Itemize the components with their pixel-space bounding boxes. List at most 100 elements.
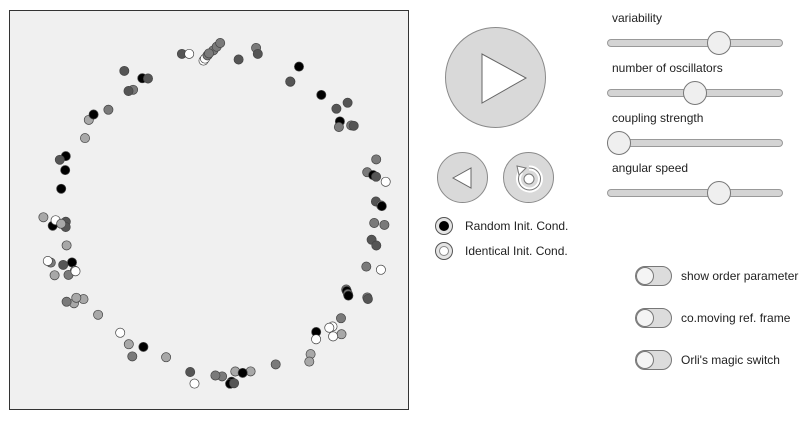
step-back-icon (451, 167, 472, 189)
slider-thumb[interactable] (607, 131, 631, 155)
oscillator-dot (331, 103, 342, 114)
radio-identical-dot (439, 246, 449, 256)
slider-thumb[interactable] (707, 31, 732, 55)
oscillator-dot (210, 370, 221, 381)
oscillator-dot (380, 176, 391, 187)
toggle-magic-switch-label: Orli's magic switch (681, 353, 780, 367)
radio-identical-init[interactable]: Identical Init. Cond. (435, 240, 568, 262)
slider-variability-label: variability (612, 11, 663, 25)
oscillator-dot (42, 256, 53, 266)
oscillator-dot (252, 48, 263, 59)
oscillator-dot (93, 309, 104, 320)
oscillator-dot (336, 313, 346, 324)
play-button[interactable] (445, 27, 546, 128)
oscillator-dot (115, 327, 126, 338)
slider-track (607, 189, 783, 197)
toggle-magic-switch[interactable]: Orli's magic switch (635, 350, 780, 370)
slider-speed-label: angular speed (612, 161, 689, 175)
oscillator-dot (127, 351, 138, 362)
oscillator-dot (138, 341, 149, 352)
oscillator-dot (233, 54, 244, 65)
radio-random-dot (439, 221, 449, 231)
oscillator-dot (229, 378, 240, 389)
oscillator-dot (161, 352, 172, 363)
radio-random-label: Random Init. Cond. (465, 219, 569, 233)
toggle-magic-switch-switch[interactable] (635, 350, 672, 370)
oscillator-dot (143, 73, 153, 84)
slider-track (607, 39, 783, 47)
oscillator-dot (103, 104, 114, 115)
oscillator-dot (123, 339, 134, 350)
oscillator-dot (294, 61, 304, 72)
oscillator-dot (67, 257, 77, 268)
oscillator-dot (348, 120, 359, 131)
oscillator-dot (371, 171, 382, 182)
slider-coupling[interactable] (607, 131, 783, 155)
oscillator-dot (49, 270, 60, 281)
slider-thumb[interactable] (707, 181, 732, 205)
toggle-order-parameter-switch[interactable] (635, 266, 672, 286)
oscillator-dot (88, 109, 99, 120)
slider-variability[interactable] (607, 31, 783, 55)
toggle-order-parameter[interactable]: show order parameter (635, 266, 798, 286)
oscillator-dot (362, 294, 373, 304)
oscillator-canvas[interactable] (9, 10, 409, 410)
radio-random-init[interactable]: Random Init. Cond. (435, 215, 568, 237)
oscillator-dot (304, 356, 315, 367)
oscillator-dot (270, 359, 281, 370)
oscillator-dot (204, 48, 214, 59)
slider-thumb[interactable] (683, 81, 707, 105)
oscillator-dot (123, 86, 134, 96)
slider-oscillators[interactable] (607, 81, 783, 105)
oscillator-dot (61, 296, 72, 307)
oscillator-dot (328, 331, 339, 342)
toggle-comoving-frame-switch[interactable] (635, 308, 672, 328)
oscillator-dot (336, 329, 347, 340)
oscillator-dot (237, 367, 248, 378)
reset-icon (516, 165, 543, 193)
oscillator-dot (38, 212, 49, 223)
oscillator-dot (58, 259, 69, 270)
slider-speed[interactable] (607, 181, 783, 205)
oscillator-dot (369, 218, 380, 228)
oscillator-dot (375, 264, 386, 275)
oscillator-dot (54, 154, 65, 165)
toggle-knob (636, 351, 654, 369)
slider-track (607, 139, 783, 147)
oscillator-dot (189, 378, 200, 389)
slider-coupling-label: coupling strength (612, 111, 704, 125)
oscillator-dot (376, 201, 387, 212)
oscillator-dot (61, 240, 72, 251)
slider-oscillators-label: number of oscillators (612, 61, 723, 75)
step-back-button[interactable] (437, 152, 488, 203)
toggle-knob (636, 309, 654, 327)
oscillator-dot (70, 266, 81, 277)
oscillator-dot (324, 322, 335, 333)
oscillator-dot (371, 154, 382, 165)
radio-identical-label: Identical Init. Cond. (465, 244, 568, 258)
radio-identical-button[interactable] (435, 242, 453, 260)
toggle-knob (636, 267, 654, 285)
oscillator-dot (119, 65, 130, 76)
reset-button[interactable] (503, 152, 554, 203)
oscillator-ring (38, 38, 391, 389)
oscillator-dot (361, 261, 372, 272)
oscillator-dot (71, 292, 82, 303)
oscillator-dot (60, 165, 71, 176)
play-icon (481, 53, 528, 104)
oscillator-dot (215, 38, 226, 48)
oscillator-dot (285, 76, 296, 87)
oscillator-dot (56, 183, 67, 194)
toggle-comoving-frame-label: co.moving ref. frame (681, 311, 791, 325)
oscillator-dot (316, 89, 327, 100)
oscillator-dot (80, 133, 90, 144)
toggle-order-parameter-label: show order parameter (681, 269, 799, 283)
oscillator-dot (56, 218, 67, 229)
toggle-comoving-frame[interactable]: co.moving ref. frame (635, 308, 790, 328)
oscillator-dot (184, 48, 195, 59)
oscillator-dot (185, 367, 196, 377)
oscillator-dot (343, 290, 354, 301)
radio-random-button[interactable] (435, 217, 453, 235)
oscillator-dot (311, 334, 322, 345)
oscillator-dot (379, 219, 390, 230)
